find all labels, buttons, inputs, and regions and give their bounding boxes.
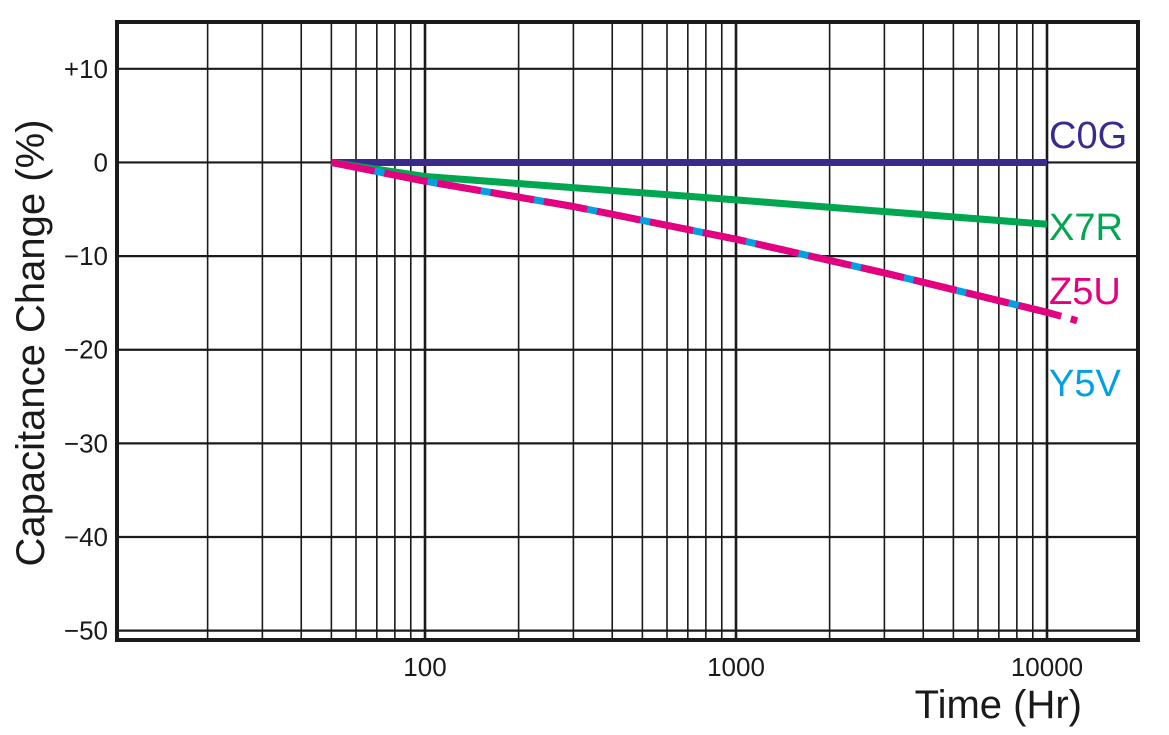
series-label-x7r: X7R [1049, 207, 1123, 249]
x-tick-label: 100 [403, 652, 446, 682]
plot-frame [115, 20, 1140, 642]
y-tick-labels: +10 0 −10 −20 −30 −40 −50 [64, 54, 108, 646]
series-layer [330, 159, 1079, 325]
y-tick-label: 0 [94, 147, 108, 177]
y-axis-title: Capacitance Change (%) [9, 120, 53, 567]
series-label-z5u: Z5U [1049, 271, 1121, 313]
y-tick-label: −20 [64, 335, 108, 365]
grid-lines [117, 22, 1138, 640]
x-tick-labels: 100 1000 10000 [403, 652, 1083, 682]
y-tick-label: −40 [64, 522, 108, 552]
x-tick-label: 10000 [1011, 652, 1083, 682]
y-tick-label: −30 [64, 428, 108, 458]
series-label-y5v: Y5V [1049, 363, 1121, 405]
series-line-x7r [330, 159, 1048, 228]
series-line-z5u [330, 159, 1079, 325]
y-tick-label: −50 [64, 616, 108, 646]
y-tick-label: −10 [64, 241, 108, 271]
x-axis-title: Time (Hr) [915, 683, 1082, 727]
series-labels: C0G X7R Z5U Y5V [1049, 115, 1127, 405]
y-tick-label: +10 [64, 54, 108, 84]
series-label-c0g: C0G [1049, 115, 1127, 157]
x-tick-label: 1000 [707, 652, 765, 682]
